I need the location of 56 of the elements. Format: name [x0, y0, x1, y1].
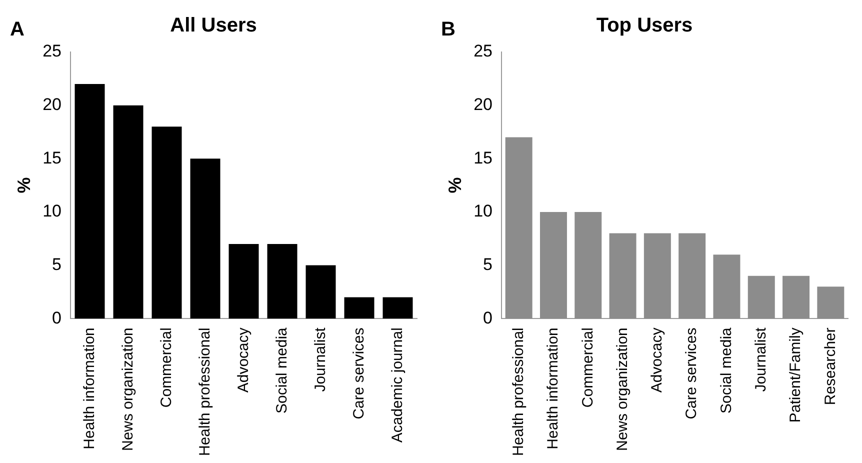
bar [817, 286, 844, 319]
bar [228, 244, 259, 319]
x-tick-label: Journalist [752, 326, 770, 392]
x-tick-label: Health information [80, 328, 98, 450]
y-tick-label: 10 [42, 202, 62, 221]
chart-title: Top Users [596, 14, 693, 37]
y-tick-label: 15 [474, 148, 493, 168]
y-tick-label: 5 [52, 254, 62, 274]
bar [782, 276, 810, 319]
bar [748, 276, 775, 319]
bar [609, 233, 636, 319]
x-tick-label: News organization [119, 328, 136, 451]
text: B [441, 18, 456, 41]
x-tick-label: Social media [273, 326, 290, 414]
x-tick-label: Advocacy [648, 327, 666, 393]
y-axis-title: % [14, 177, 34, 194]
x-tick-label: Academic journal [388, 328, 406, 443]
y-tick-label: 25 [474, 42, 493, 61]
bar [505, 137, 532, 319]
x-tick-label: Patient/Family [787, 327, 804, 423]
y-tick-label: 25 [42, 42, 62, 61]
y-tick-label: 0 [52, 308, 62, 328]
y-tick-label: 20 [474, 95, 493, 114]
x-tick-label: Journalist [312, 326, 329, 392]
x-tick-label: Researcher [822, 328, 839, 406]
x-tick-label: Commercial [158, 328, 175, 408]
bar [382, 297, 413, 319]
x-tick-label: Health professional [196, 328, 214, 456]
x-tick-label: Health information [544, 328, 562, 450]
y-tick-label: 5 [483, 254, 493, 274]
bar [152, 126, 182, 319]
bar [344, 297, 374, 319]
x-tick-label: Health professional [510, 328, 527, 456]
chart-title: All Users [170, 14, 257, 37]
x-tick-label: Care services [350, 328, 368, 420]
x-tick-label: Social media [718, 326, 735, 414]
y-tick-label: 15 [42, 148, 62, 168]
y-tick-label: 0 [483, 308, 493, 328]
x-tick-label: Advocacy [234, 327, 252, 393]
bar [574, 212, 602, 319]
y-tick-label: 20 [42, 95, 62, 114]
x-tick-label: Commercial [579, 328, 596, 408]
bar [113, 105, 144, 319]
bar [644, 233, 671, 319]
x-tick-label: News organization [614, 328, 631, 451]
text: A [10, 18, 24, 41]
bar [713, 254, 740, 319]
bar [306, 265, 336, 319]
bar [678, 233, 706, 319]
y-axis-title: % [444, 177, 465, 194]
bar [267, 244, 298, 319]
bar [540, 212, 567, 319]
x-tick-label: Care services [683, 328, 700, 420]
bar [74, 84, 105, 319]
y-tick-label: 10 [474, 202, 493, 221]
bar [190, 158, 220, 319]
